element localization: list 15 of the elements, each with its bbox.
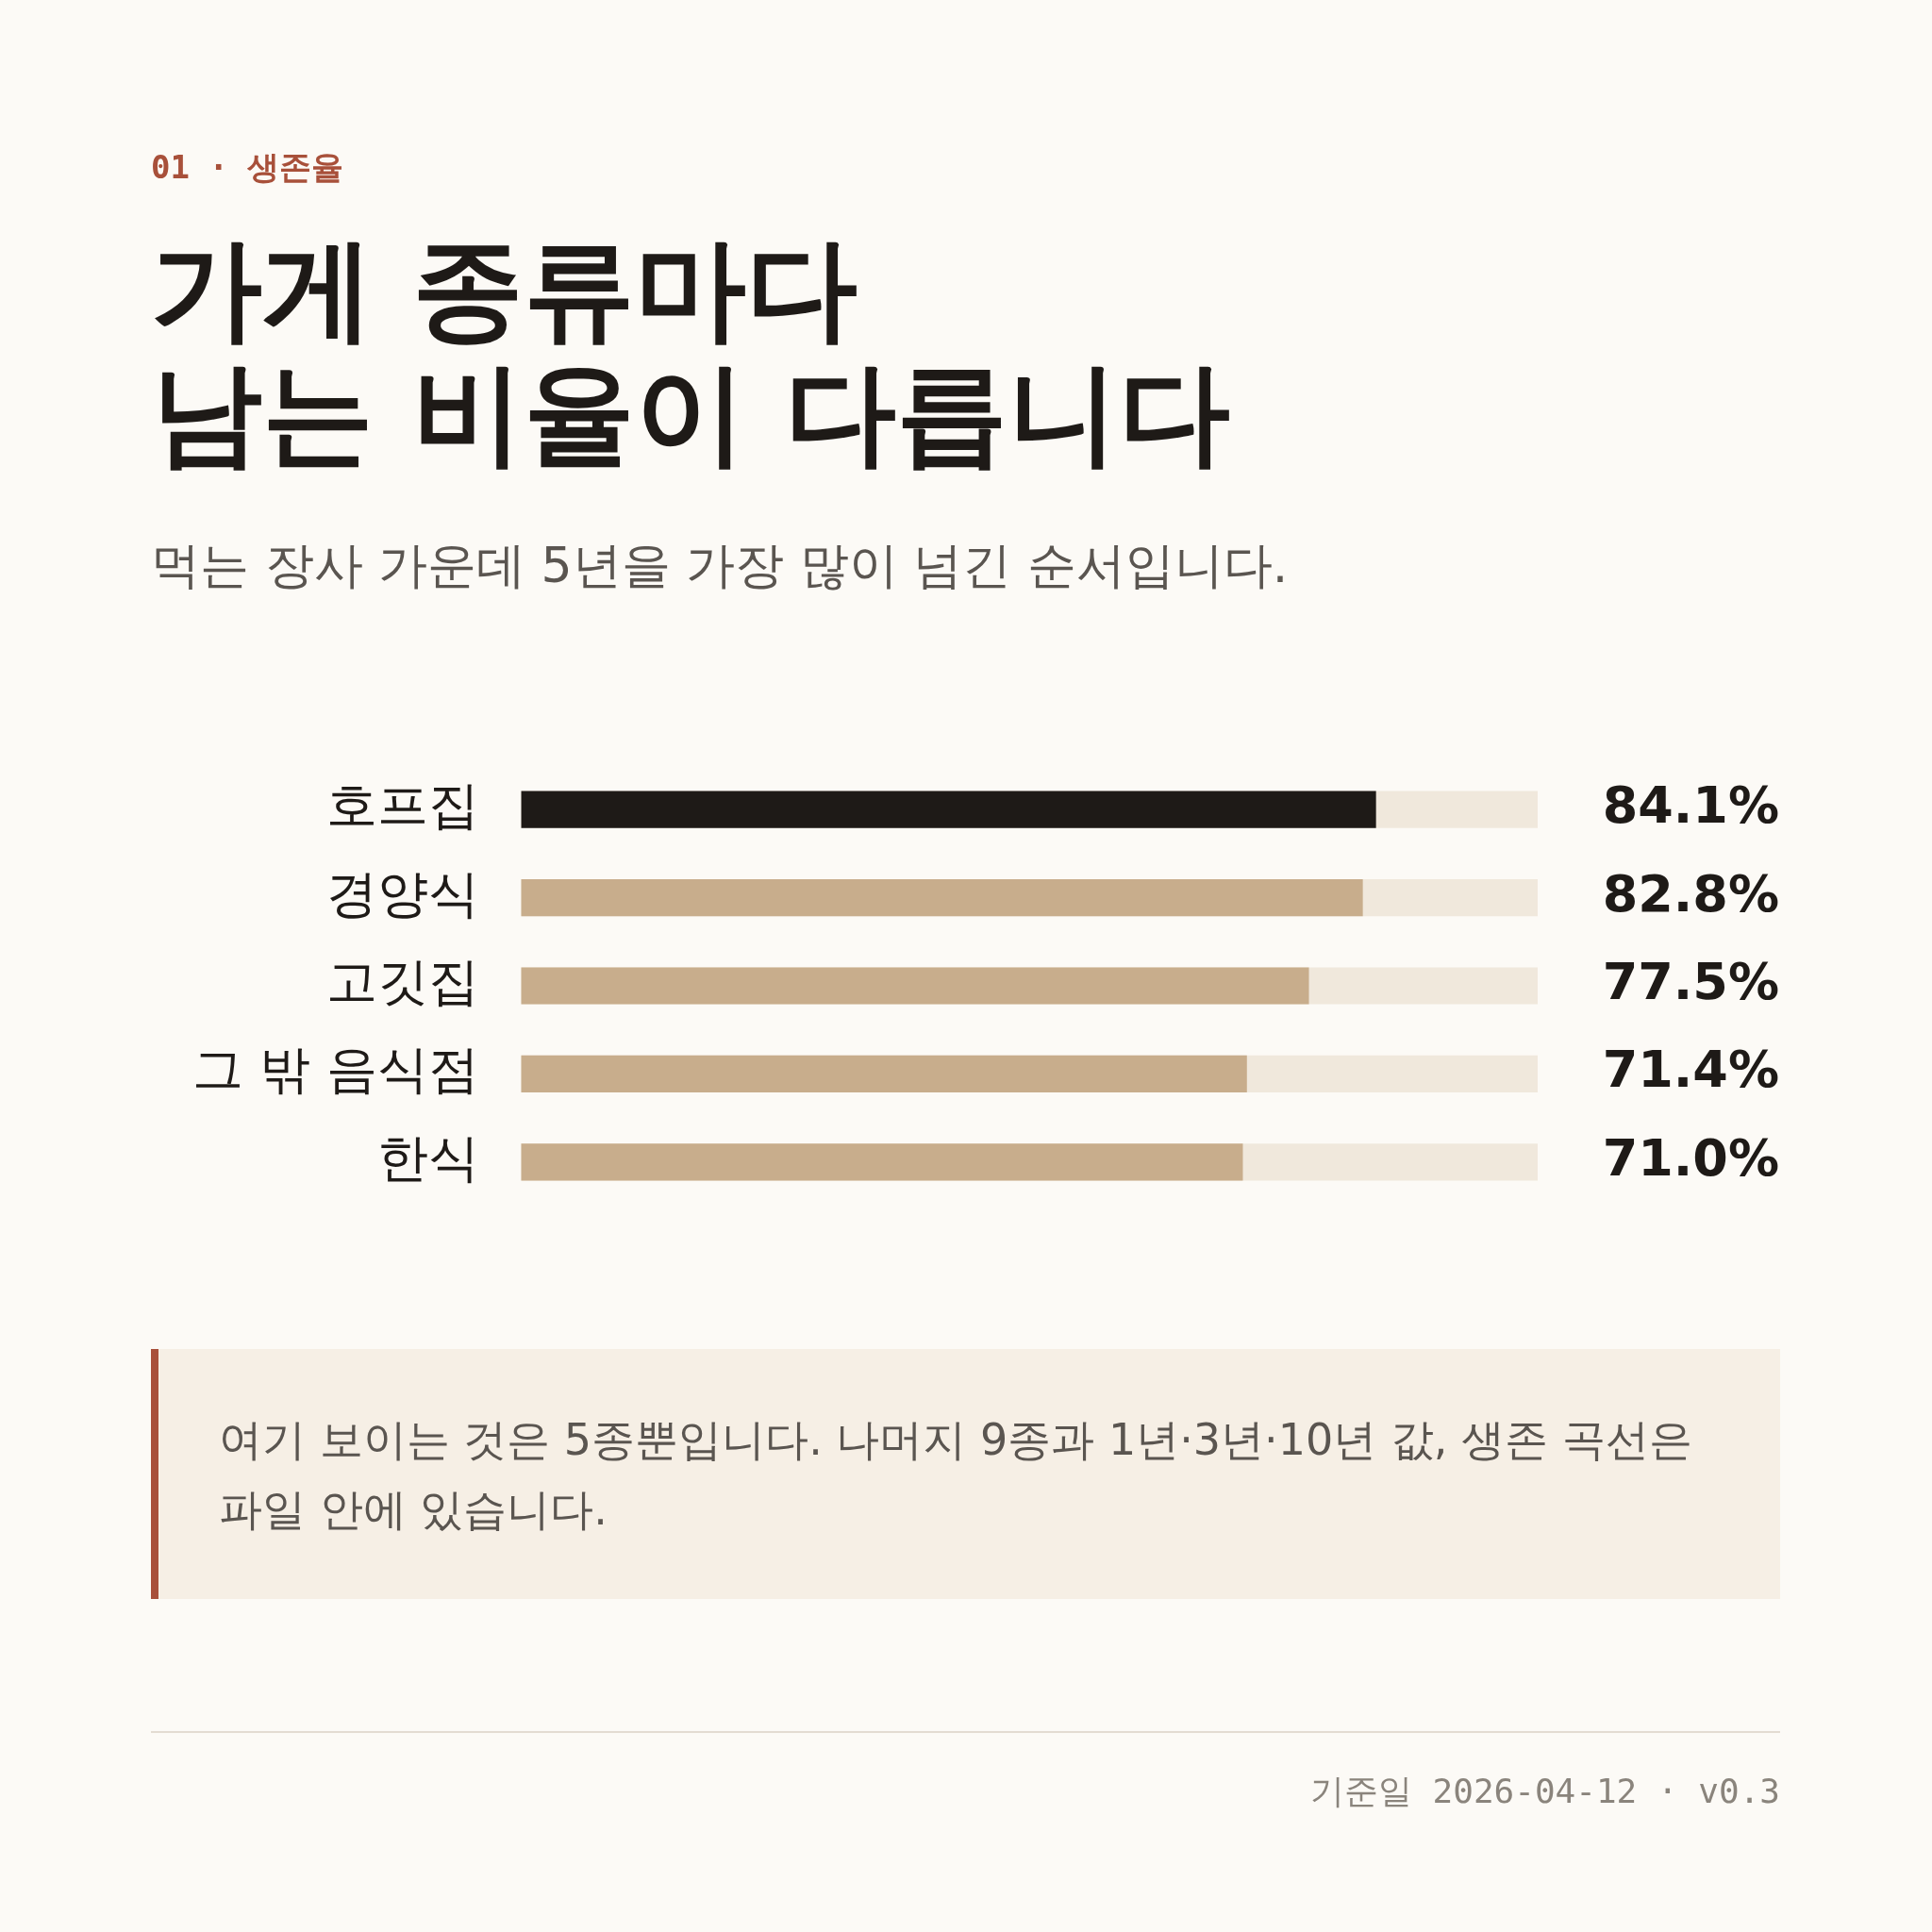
y-tick-label: 경양식 — [326, 863, 480, 924]
y-tick-label: 호프집 — [326, 775, 480, 836]
text: 기준일 2026-04-12 · v0.3 — [1309, 1771, 1780, 1812]
text: 01 · 생존율 — [151, 147, 344, 188]
chart-title: 가게 종류마다 남는 비율이 다릅니다 — [151, 224, 1231, 479]
data-label: 77.5% — [1602, 952, 1779, 1012]
data-label: 71.0% — [1602, 1127, 1779, 1188]
y-tick-label: 한식 — [377, 1127, 480, 1188]
data-label: 84.1% — [1602, 775, 1779, 836]
data-label: 82.8% — [1602, 863, 1779, 924]
chart-subtitle: 먹는 장사 가운데 5년을 가장 많이 넘긴 순서입니다. — [151, 536, 1289, 595]
y-tick-label: 고깃집 — [326, 952, 480, 1012]
text: 여기 보이는 것은 5종뿐입니다. 나머지 9종과 1년·3년·10년 값, 생존 곡선은 파일 안에 있습니다. — [151, 1349, 1780, 1599]
data-label: 71.4% — [1602, 1040, 1779, 1100]
y-tick-label: 그 밖 음식점 — [192, 1040, 480, 1100]
